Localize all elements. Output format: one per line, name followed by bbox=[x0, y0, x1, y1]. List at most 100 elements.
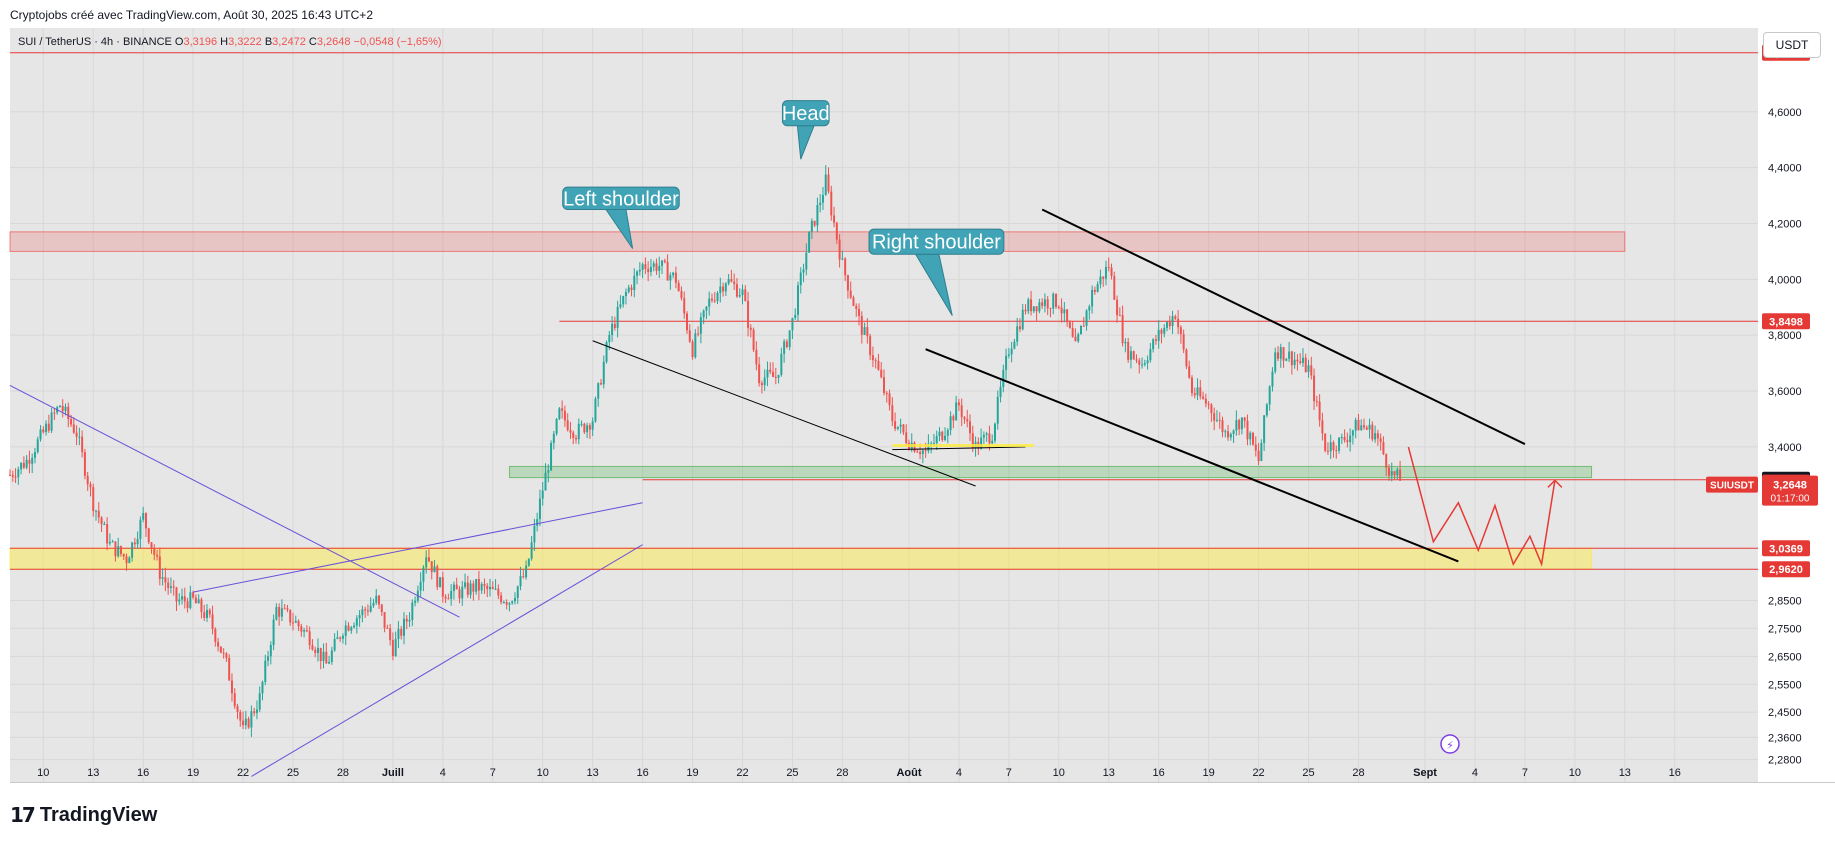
candle-body bbox=[830, 191, 833, 216]
x-tick-label: 10 bbox=[1053, 767, 1065, 779]
candle-body bbox=[1260, 443, 1263, 462]
candle-body bbox=[930, 443, 933, 445]
candle bbox=[874, 357, 877, 369]
candle-body bbox=[1279, 347, 1282, 359]
candle bbox=[447, 593, 450, 600]
candle-body bbox=[508, 603, 511, 605]
candle-body bbox=[905, 432, 908, 443]
candle-body bbox=[92, 487, 95, 512]
candle-body bbox=[222, 652, 225, 654]
candle bbox=[563, 405, 566, 427]
candle-body bbox=[261, 681, 264, 694]
candle bbox=[39, 425, 42, 442]
candle-body bbox=[672, 272, 675, 276]
candle bbox=[1041, 298, 1044, 309]
candle-body bbox=[483, 584, 486, 586]
candle-body bbox=[1193, 393, 1196, 396]
candle bbox=[550, 440, 553, 471]
candle bbox=[1263, 415, 1266, 451]
candle-body bbox=[1329, 442, 1332, 452]
x-tick-label: 25 bbox=[786, 767, 798, 779]
candle bbox=[622, 295, 625, 308]
candle-body bbox=[1154, 339, 1157, 341]
candle bbox=[777, 374, 780, 384]
x-tick-label: 19 bbox=[1203, 767, 1215, 779]
candle-body bbox=[119, 546, 122, 555]
candle bbox=[1376, 429, 1379, 446]
candle-body bbox=[988, 433, 991, 444]
candle bbox=[591, 417, 594, 437]
candle bbox=[1199, 379, 1202, 400]
candle bbox=[1132, 350, 1135, 360]
candle bbox=[805, 243, 808, 276]
candle-body bbox=[1079, 325, 1082, 335]
candle bbox=[605, 340, 608, 364]
price-zone bbox=[508, 465, 1593, 479]
candle-body bbox=[713, 300, 716, 302]
candle bbox=[1143, 359, 1146, 367]
candle-body bbox=[494, 588, 497, 590]
candle bbox=[780, 347, 783, 377]
candle-body bbox=[497, 588, 500, 596]
candle bbox=[1374, 425, 1377, 443]
symbol-info-part: 3,3196 bbox=[183, 36, 220, 48]
candle bbox=[522, 569, 525, 579]
candle bbox=[247, 716, 250, 729]
candle bbox=[361, 605, 364, 623]
candle bbox=[228, 654, 231, 681]
candle bbox=[419, 572, 422, 597]
candle bbox=[1113, 271, 1116, 300]
candle bbox=[1221, 416, 1224, 438]
candle-body bbox=[50, 412, 53, 431]
currency-button[interactable]: USDT bbox=[1763, 32, 1821, 58]
candle-body bbox=[852, 297, 855, 307]
candle-body bbox=[874, 360, 877, 362]
candle bbox=[28, 450, 31, 474]
candle-body bbox=[619, 304, 622, 308]
x-tick-label: 7 bbox=[1006, 767, 1012, 779]
candle-body bbox=[1055, 293, 1058, 307]
candle bbox=[677, 280, 680, 292]
candle-body bbox=[636, 271, 639, 276]
candle bbox=[239, 709, 242, 727]
candle bbox=[402, 612, 405, 645]
candle bbox=[1254, 436, 1257, 457]
candle bbox=[652, 260, 655, 272]
x-tick-label: 28 bbox=[1352, 767, 1364, 779]
candle-body bbox=[1127, 341, 1130, 360]
candle bbox=[830, 185, 833, 221]
candle-body bbox=[741, 289, 744, 296]
candle-body bbox=[1304, 357, 1307, 372]
candle bbox=[464, 573, 467, 590]
symbol-info-part: O bbox=[175, 36, 184, 48]
candle-body bbox=[1243, 417, 1246, 421]
candle bbox=[1396, 467, 1399, 480]
candle-body bbox=[1313, 375, 1316, 402]
candles bbox=[9, 165, 1402, 737]
candle-body bbox=[883, 377, 885, 393]
candle-body bbox=[358, 615, 361, 619]
candle-body bbox=[1276, 352, 1279, 359]
candle bbox=[941, 430, 944, 442]
candle bbox=[577, 418, 580, 445]
candle-body bbox=[1204, 398, 1207, 404]
candle-body bbox=[1374, 433, 1377, 440]
candle-body bbox=[1068, 322, 1071, 329]
candle bbox=[772, 362, 775, 378]
candle bbox=[841, 250, 844, 261]
candle bbox=[325, 642, 328, 664]
candle-body bbox=[888, 393, 891, 406]
candle bbox=[913, 441, 916, 453]
candle-body bbox=[594, 398, 597, 422]
candle bbox=[816, 197, 819, 233]
candle-body bbox=[891, 405, 894, 422]
candle-body bbox=[419, 581, 422, 591]
candle-body bbox=[297, 620, 300, 627]
candle-body bbox=[133, 542, 136, 545]
tradingview-logo[interactable]: 17 TradingView bbox=[10, 800, 157, 830]
candle bbox=[452, 581, 455, 600]
candle-body bbox=[530, 542, 533, 559]
candle-body bbox=[95, 510, 98, 512]
candle-body bbox=[924, 450, 927, 452]
